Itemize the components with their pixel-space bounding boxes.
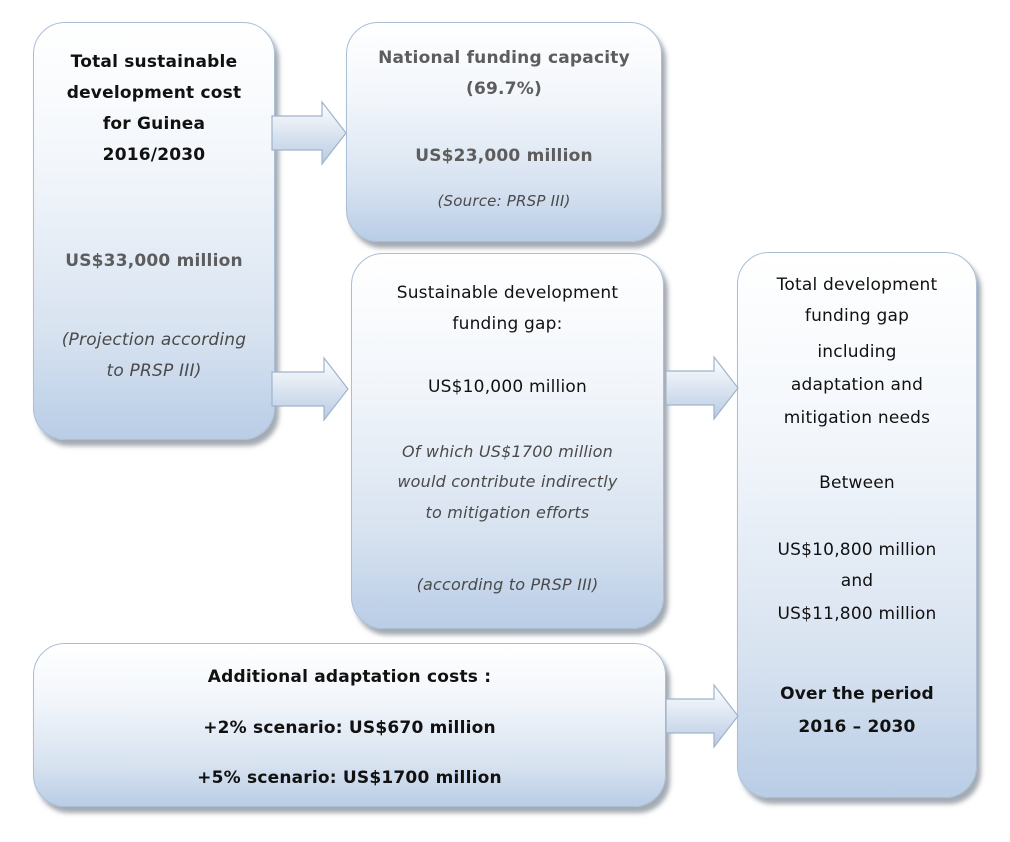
total-cost-source-line: to PRSP III) [106,361,202,381]
arrow-adaptation-to-total [665,683,739,749]
total-cost-source-line: (Projection according [61,330,247,350]
funding-gap-title-line: funding gap: [452,314,563,334]
national-funding-title-line: National funding capacity [378,48,630,68]
national-funding-amount: US$23,000 million [415,146,593,166]
total-gap-title-line: Total development [776,275,938,295]
total-gap-title-line: mitigation needs [783,408,931,428]
funding-gap-note-line: Of which US$1700 million [402,442,613,461]
adaptation-title: Additional adaptation costs : [207,667,492,687]
national-funding-box: National funding capacity (69.7%) US$23,… [346,22,662,242]
total-cost-title-line: for Guinea [102,114,206,134]
total-gap-period-line: Over the period [780,684,934,704]
total-cost-amount: US$33,000 million [65,251,243,271]
total-cost-title-line: 2016/2030 [102,145,206,165]
national-funding-title-line: (69.7%) [466,79,542,99]
funding-gap-note-line: would contribute indirectly [397,472,618,491]
national-funding-source: (Source: PRSP III) [437,192,571,210]
total-gap-box: Total development funding gap including … [737,252,977,798]
arrow-to-national-funding [271,100,347,166]
total-gap-between: Between [819,473,895,493]
adaptation-costs-box: Additional adaptation costs : +2% scenar… [33,643,666,807]
funding-gap-amount: US$10,000 million [428,377,587,397]
total-gap-title-line: adaptation and [790,375,924,395]
adaptation-scenario: +5% scenario: US$1700 million [197,768,502,788]
total-gap-title-line: funding gap [804,306,910,326]
total-cost-title-line: Total sustainable [70,52,238,72]
total-gap-range-line: and [840,571,874,591]
total-gap-title-line: including [817,342,897,362]
total-gap-period-line: 2016 – 2030 [798,717,916,737]
funding-gap-box: Sustainable development funding gap: US$… [351,253,664,629]
total-gap-range-line: US$10,800 million [777,540,937,560]
total-cost-box: Total sustainable development cost for G… [33,22,275,440]
arrow-to-funding-gap [271,356,349,422]
funding-gap-source: (according to PRSP III) [416,575,599,594]
arrow-gap-to-total [665,355,739,421]
funding-gap-title-line: Sustainable development [396,283,619,303]
adaptation-scenario: +2% scenario: US$670 million [203,718,496,738]
funding-gap-note-line: to mitigation efforts [425,503,590,522]
total-cost-title-line: development cost [66,83,242,103]
total-gap-range-line: US$11,800 million [777,604,937,624]
